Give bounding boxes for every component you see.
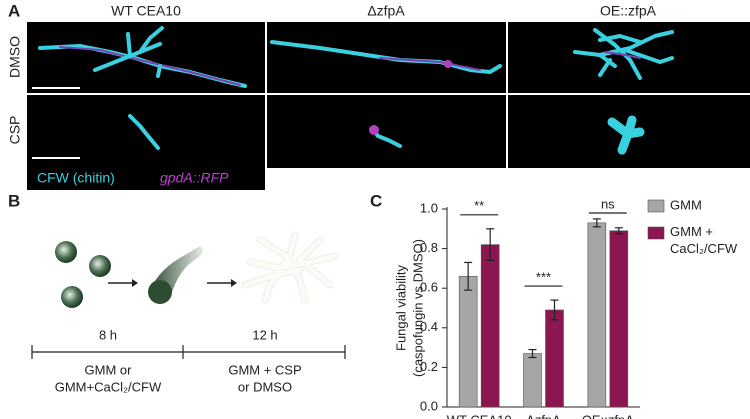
legend-swatch	[647, 199, 665, 213]
significance-label: ***	[536, 270, 551, 285]
x-tick-label: WT CEA10	[447, 412, 512, 419]
legend-text: gpdA::RFP	[160, 170, 229, 186]
panel-label: B	[8, 191, 20, 210]
y-axis-label: (caspofungin vs DMSO)	[410, 239, 425, 377]
bar	[523, 353, 542, 408]
significance-label: **	[474, 198, 484, 213]
bar	[609, 230, 629, 408]
y-tick-label: 0.0	[420, 398, 438, 413]
column-header: OE::zfpA	[600, 3, 657, 19]
panel-label: C	[370, 191, 382, 210]
step-condition: GMM or	[85, 362, 133, 377]
micrographs	[27, 22, 750, 190]
y-axis-label: Fungal viability	[393, 265, 408, 351]
bar	[545, 309, 564, 408]
y-tick-label: 0.6	[420, 280, 438, 295]
significance-label: ns	[601, 196, 615, 211]
step-duration: 12 h	[252, 327, 277, 342]
y-tick-label: 0.8	[420, 240, 438, 255]
legend-label: GMM + CaCl₂/CFW	[670, 224, 738, 256]
y-tick-label: 0.4	[420, 319, 438, 334]
step-condition: GMM+CaCl₂/CFW	[55, 379, 162, 394]
column-header: ΔzfpA	[367, 3, 405, 19]
step-duration: 8 h	[99, 327, 117, 342]
legend-swatch	[647, 226, 665, 240]
bar	[458, 276, 478, 408]
y-tick-label: 1.0	[420, 200, 438, 215]
bar	[587, 222, 607, 408]
legend-text: CFW (chitin)	[37, 170, 115, 186]
row-label: CSP	[7, 116, 23, 145]
x-tick-label: OE::zfpA	[582, 412, 634, 419]
y-tick-label: 0.2	[420, 359, 438, 374]
row-label: DMSO	[7, 36, 23, 78]
panel-label: A	[8, 1, 20, 20]
plot: 0.0 0.2 0.4 0.6 0.8 1.0WT CEA10 **ΔzfpA ***OE::…	[420, 196, 738, 419]
x-tick-label: ΔzfpA	[526, 412, 561, 419]
legend-label: GMM	[670, 197, 702, 212]
workflow-diagram	[31, 231, 346, 359]
step-condition: GMM + CSP	[228, 362, 301, 377]
step-condition: or DMSO	[238, 379, 292, 394]
column-header: WT CEA10	[111, 3, 181, 19]
bar	[480, 244, 500, 408]
